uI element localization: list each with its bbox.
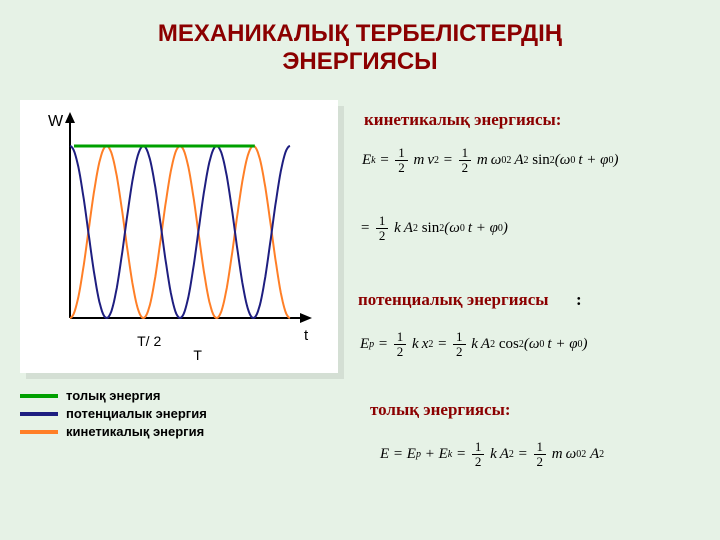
chart-legend: толық энергия потенциалык энергия кинетика… xyxy=(20,385,207,442)
legend-label-total: толық энергия xyxy=(66,388,161,403)
legend-label-potential: потенциалык энергия xyxy=(66,406,207,421)
legend-swatch-potential xyxy=(20,412,58,416)
legend-row-kinetic: кинетикалық энергия xyxy=(20,424,207,439)
legend-label-kinetic: кинетикалық энергия xyxy=(66,424,204,439)
energy-chart: Wt T/ 2 T xyxy=(20,100,338,373)
legend-row-potential: потенциалык энергия xyxy=(20,406,207,421)
legend-swatch-kinetic xyxy=(20,430,58,434)
label-kinetic: кинетикалық энергиясы: xyxy=(364,110,561,130)
title-line-1: МЕХАНИКАЛЫҚ ТЕРБЕЛІСТЕРДІҢ xyxy=(0,20,720,48)
formula-kinetic-1: Ek = 12 m v2 = 12 m ω02 A2 sin2(ω0 t + φ… xyxy=(362,146,618,176)
label-potential: потенциалық энергиясы xyxy=(358,290,549,310)
label-potential-colon: : xyxy=(576,290,582,310)
chart-svg: Wt T/ 2 T xyxy=(20,100,338,373)
svg-text:t: t xyxy=(304,327,309,344)
formula-total: E = Ep + Ek = 12 k A2 = 12 m ω02 A2 xyxy=(380,440,604,470)
formula-potential: Ep = 12 k x2 = 12 k A2 cos2(ω0 t + φ0) xyxy=(360,330,588,360)
formula-kinetic-2: = 12 k A2 sin2(ω0 t + φ0) xyxy=(360,214,508,244)
legend-swatch-total xyxy=(20,394,58,398)
legend-row-total: толық энергия xyxy=(20,388,207,403)
svg-text:T/ 2: T/ 2 xyxy=(137,333,161,349)
svg-text:W: W xyxy=(48,113,64,130)
title-line-2: ЭНЕРГИЯСЫ xyxy=(0,48,720,76)
page-title: МЕХАНИКАЛЫҚ ТЕРБЕЛІСТЕРДІҢ ЭНЕРГИЯСЫ xyxy=(0,20,720,76)
svg-text:T: T xyxy=(193,347,202,363)
label-total: толық энергиясы: xyxy=(370,400,511,420)
